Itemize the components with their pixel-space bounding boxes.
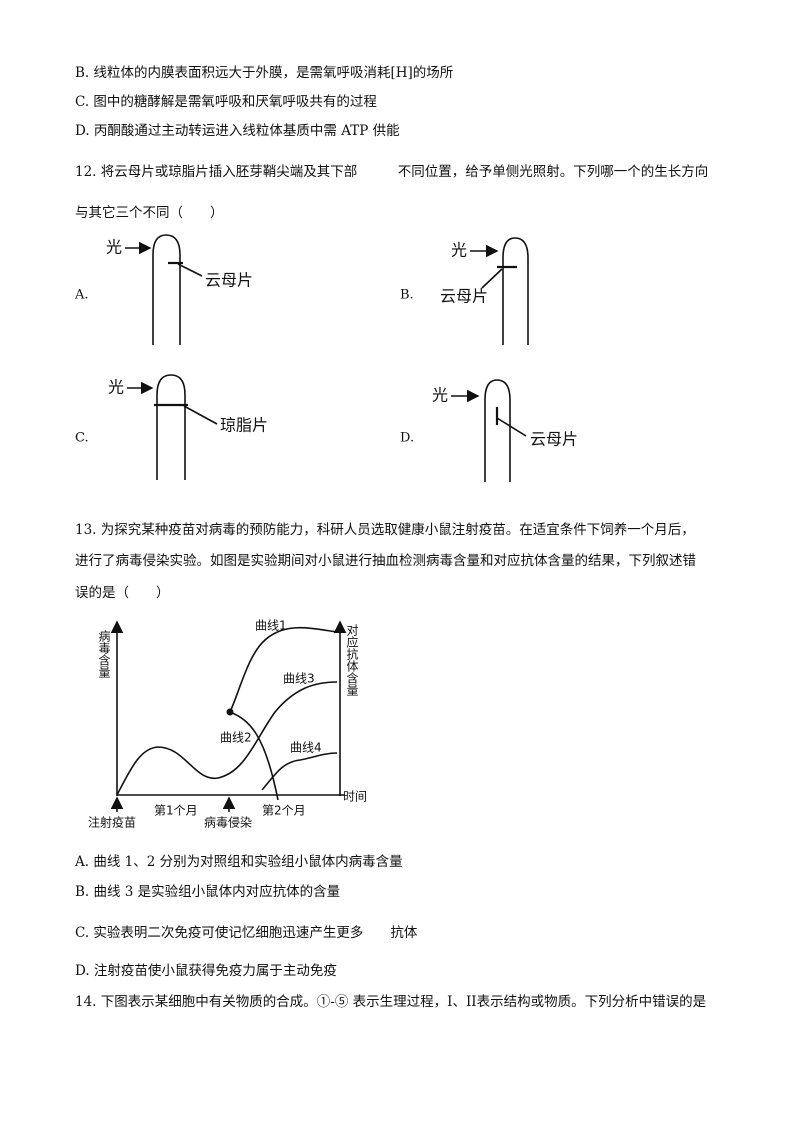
coleoptile — [152, 234, 181, 345]
pointer — [177, 263, 203, 277]
figure-b: B. 光 云母片 — [400, 237, 529, 345]
question-stem: 13. 为探究某种疫苗对病毒的预防能力，科研人员选取健康小鼠注射疫苗。在适宜条件… — [75, 522, 695, 538]
curve-label: 曲线2 — [220, 731, 252, 745]
curve — [229, 626, 338, 713]
dot — [226, 708, 234, 716]
option: B. 曲线 3 是实验组小鼠体内对应抗体的含量 — [75, 884, 341, 900]
option: D. 丙酮酸通过主动转运进入线粒体基质中需 ATP 供能 — [75, 123, 400, 139]
option-letter: B. — [400, 288, 414, 303]
curve-label: 曲线4 — [290, 741, 322, 755]
coleoptile — [484, 379, 511, 482]
option: A. 曲线 1、2 分别为对照组和实验组小鼠体内病毒含量 — [75, 854, 403, 870]
question-stem: 误的是（ ） — [75, 585, 170, 601]
pointer — [481, 268, 503, 289]
curve — [116, 681, 338, 796]
x-label: 第2个月 — [262, 804, 306, 818]
option-letter: A. — [74, 288, 89, 303]
curve — [229, 711, 279, 801]
insert-label: 云母片 — [440, 287, 488, 306]
option: B. 线粒体的内膜表面积远大于外膜，是需氧呼吸消耗[H]的场所 — [75, 65, 454, 81]
question-stem: 进行了病毒侵染实验。如图是实验期间对小鼠进行抽血检测病毒含量和对应抗体含量的结果… — [75, 553, 696, 569]
pointer — [183, 405, 218, 425]
insert-label: 琼脂片 — [220, 416, 268, 435]
option: D. 注射疫苗使小鼠获得免疫力属于主动免疫 — [75, 963, 337, 979]
option: C. 图中的糖酵解是需氧呼吸和厌氧呼吸共有的过程 — [75, 94, 377, 110]
coleoptile — [502, 237, 529, 345]
curve-label: 曲线3 — [283, 672, 315, 686]
graph: 病毒含量 对应抗体含量 时间 曲线1 曲线2 曲线3 曲线4 第1个月 第2个月… — [88, 619, 367, 830]
question-stem: 与其它三个不同（ ） — [75, 205, 224, 221]
insert-label: 云母片 — [530, 430, 578, 449]
event-label: 病毒侵染 — [204, 815, 252, 830]
light-label: 光 — [106, 238, 122, 257]
question-stem: 12. 将云母片或琼脂片插入胚芽鞘尖端及其下部 不同位置，给予单侧光照射。下列哪… — [75, 164, 709, 180]
figure-c: C. 光 琼脂片 — [75, 374, 268, 480]
option-letter: C. — [75, 431, 89, 446]
light-label: 光 — [432, 386, 448, 405]
event-label: 注射疫苗 — [88, 815, 136, 830]
coleoptile — [156, 374, 186, 480]
option: C. 实验表明二次免疫可使记忆细胞迅速产生更多 抗体 — [75, 925, 418, 941]
figure-a: A. 光 云母片 — [74, 234, 253, 345]
axis-label: 病毒含量 — [97, 629, 111, 678]
curve — [261, 752, 338, 791]
curve-label: 曲线1 — [255, 619, 287, 633]
light-label: 光 — [108, 378, 124, 397]
x-label: 第1个月 — [154, 804, 198, 818]
insert-label: 云母片 — [205, 271, 253, 290]
light-label: 光 — [451, 241, 467, 260]
pointer — [496, 417, 527, 437]
question-stem: 14. 下图表示某细胞中有关物质的合成。①-⑤ 表示生理过程，I、II表示结构或… — [75, 994, 707, 1010]
axis-label: 时间 — [343, 790, 367, 804]
option-letter: D. — [400, 431, 414, 446]
figure-d: D. 光 云母片 — [400, 379, 578, 482]
axis-label: 对应抗体含量 — [345, 624, 359, 696]
